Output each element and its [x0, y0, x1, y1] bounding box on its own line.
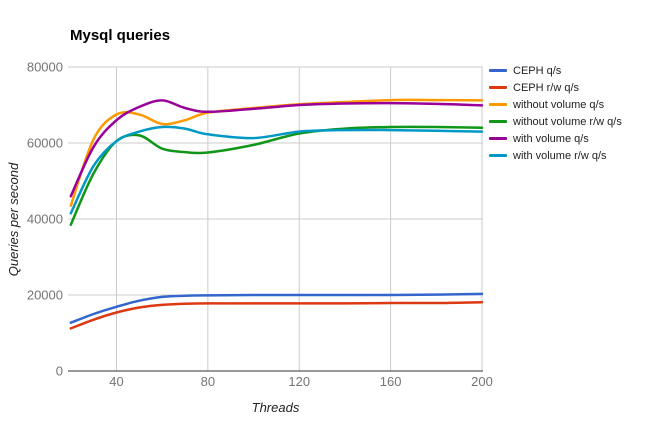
legend-label: with volume q/s [513, 132, 589, 145]
series-line-without-volume-q-s [69, 98, 484, 207]
legend-label: CEPH r/w q/s [513, 81, 580, 94]
x-tick-label-200: 200 [471, 374, 493, 389]
series-line-with-volume-q-s [69, 99, 484, 198]
legend-swatch-icon [489, 154, 507, 157]
series-line-without-volume-r-w-q-s [69, 125, 484, 226]
legend-item-with-volume-r-w-q-s: with volume r/w q/s [489, 147, 622, 164]
legend-label: with volume r/w q/s [513, 149, 607, 162]
legend-swatch-icon [489, 103, 507, 106]
y-tick-label-20000: 20000 [27, 288, 63, 303]
x-axis-title: Threads [251, 400, 300, 415]
legend-item-without-volume-r-w-q-s: without volume r/w q/s [489, 113, 622, 130]
y-tick-label-60000: 60000 [27, 136, 63, 151]
x-tick-label-80: 80 [201, 374, 215, 389]
legend-label: without volume q/s [513, 98, 605, 111]
legend-item-with-volume-q-s: with volume q/s [489, 130, 622, 147]
y-tick-label-40000: 40000 [27, 212, 63, 227]
series-line-ceph-q-s [69, 292, 484, 324]
legend-swatch-icon [489, 86, 507, 89]
legend-swatch-icon [489, 137, 507, 140]
y-tick-label-80000: 80000 [27, 60, 63, 75]
series-line-ceph-r-w-q-s [69, 300, 484, 330]
x-tick-label-160: 160 [380, 374, 402, 389]
x-tick-label-120: 120 [288, 374, 310, 389]
legend-label: without volume r/w q/s [513, 115, 622, 128]
x-tick-label-40: 40 [109, 374, 123, 389]
legend-item-without-volume-q-s: without volume q/s [489, 96, 622, 113]
legend-item-ceph-q-s: CEPH q/s [489, 62, 622, 79]
legend-item-ceph-r-w-q-s: CEPH r/w q/s [489, 79, 622, 96]
legend-swatch-icon [489, 69, 507, 72]
legend-swatch-icon [489, 120, 507, 123]
legend: CEPH q/s CEPH r/w q/s without volume q/s wi… [489, 62, 622, 164]
series-line-with-volume-r-w-q-s [69, 125, 484, 215]
chart-title: Mysql queries [70, 27, 171, 44]
legend-label: CEPH q/s [513, 64, 562, 77]
y-tick-label-0: 0 [56, 364, 63, 379]
